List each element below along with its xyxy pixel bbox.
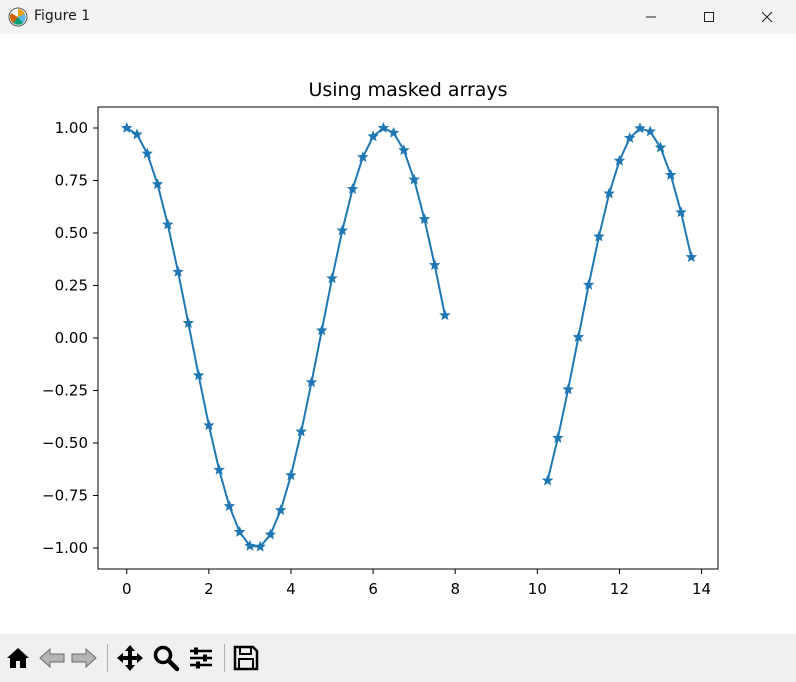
x-tick-label: 0 (122, 580, 132, 598)
data-point (244, 539, 256, 551)
y-tick-label: 0.50 (55, 224, 88, 242)
x-tick-label: 10 (528, 580, 547, 598)
data-point (141, 147, 153, 159)
data-point (634, 122, 646, 134)
forward-button[interactable] (70, 644, 98, 672)
data-point (182, 317, 195, 328)
data-point (192, 369, 205, 381)
data-point (387, 126, 400, 138)
data-point (223, 500, 236, 512)
data-point (654, 141, 667, 153)
data-point (295, 425, 307, 437)
series-line-2 (546, 127, 693, 481)
close-button[interactable] (738, 0, 796, 34)
data-point (562, 383, 574, 395)
matplotlib-logo-icon (8, 7, 28, 27)
zoom-icon (153, 645, 180, 672)
save-icon (233, 645, 259, 671)
x-tick-label: 6 (368, 580, 378, 598)
maximize-button[interactable] (680, 0, 738, 34)
y-tick-label: −0.75 (42, 487, 88, 505)
y-tick-label: 0.00 (55, 329, 88, 347)
x-tick-label: 12 (610, 580, 629, 598)
data-point (305, 376, 318, 388)
data-point (552, 431, 564, 443)
data-point (685, 251, 698, 263)
data-point (377, 122, 390, 133)
home-icon (7, 648, 29, 668)
data-point (644, 125, 656, 137)
figure-canvas[interactable]: Using masked arrays 0 2 4 6 8 10 12 14 1.00 0.75 0… (0, 34, 796, 634)
y-tick-label: 0.75 (55, 172, 88, 190)
data-point (254, 540, 266, 552)
forward-icon (71, 647, 97, 669)
data-point (121, 121, 133, 133)
data-point (162, 218, 174, 230)
home-button[interactable] (4, 644, 32, 672)
data-point (603, 187, 615, 199)
data-point (326, 272, 338, 284)
y-tick-label: 1.00 (55, 119, 88, 137)
y-tick-label: −1.00 (42, 539, 88, 557)
navigation-toolbar (0, 634, 796, 682)
data-point (151, 178, 164, 190)
data-point (367, 130, 379, 142)
window-titlebar: Figure 1 (0, 0, 796, 34)
data-point (418, 213, 431, 224)
data-point (675, 206, 687, 218)
data-point (275, 504, 287, 516)
data-point (213, 463, 225, 475)
toolbar-separator (224, 644, 225, 672)
data-point (172, 265, 184, 277)
data-point (541, 474, 554, 486)
pan-icon (117, 645, 143, 671)
x-tick-label: 4 (286, 580, 296, 598)
back-icon (39, 647, 65, 669)
y-tick-label: −0.50 (42, 434, 88, 452)
series-line-1 (126, 127, 446, 548)
data-point (398, 144, 410, 156)
data-point (428, 259, 441, 270)
configure-subplots-button[interactable] (187, 644, 215, 672)
data-point (408, 173, 420, 185)
back-button[interactable] (38, 644, 66, 672)
plot-frame (97, 106, 719, 570)
x-tick-label: 14 (692, 580, 711, 598)
data-point (131, 128, 143, 140)
maximize-icon (704, 12, 714, 22)
data-point (624, 132, 636, 143)
data-point (357, 151, 369, 163)
data-point (285, 469, 297, 481)
data-point (593, 230, 605, 242)
data-point (665, 169, 677, 180)
y-tick-label: −0.25 (42, 382, 88, 400)
toolbar-separator (107, 644, 108, 672)
configure-subplots-icon (190, 647, 212, 669)
data-point (233, 526, 246, 537)
close-icon (761, 11, 773, 23)
pan-button[interactable] (116, 644, 144, 672)
data-point (613, 154, 626, 166)
minimize-icon (646, 16, 656, 18)
data-point (203, 419, 215, 431)
data-point (336, 224, 349, 236)
data-point (439, 309, 451, 321)
y-tick-label: 0.25 (55, 277, 88, 295)
data-point (582, 278, 595, 290)
minimize-button[interactable] (622, 0, 680, 34)
save-button[interactable] (232, 644, 260, 672)
window-title: Figure 1 (34, 8, 91, 24)
x-tick-label: 2 (204, 580, 214, 598)
data-point (572, 331, 585, 343)
chart: Using masked arrays 0 2 4 6 8 10 12 14 1.00 0.75 0… (42, 79, 719, 598)
chart-title: Using masked arrays (308, 79, 507, 101)
data-point (346, 183, 359, 194)
data-point (316, 324, 328, 336)
zoom-button[interactable] (152, 644, 180, 672)
data-point (264, 528, 277, 540)
x-tick-label: 8 (450, 580, 460, 598)
